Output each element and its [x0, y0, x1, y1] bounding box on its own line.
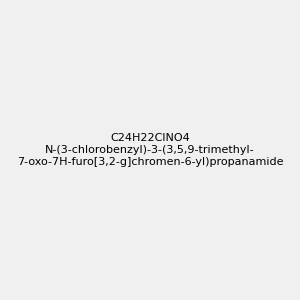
- Text: C24H22ClNO4
N-(3-chlorobenzyl)-3-(3,5,9-trimethyl-
7-oxo-7H-furo[3,2-g]chromen-6: C24H22ClNO4 N-(3-chlorobenzyl)-3-(3,5,9-…: [17, 134, 283, 166]
